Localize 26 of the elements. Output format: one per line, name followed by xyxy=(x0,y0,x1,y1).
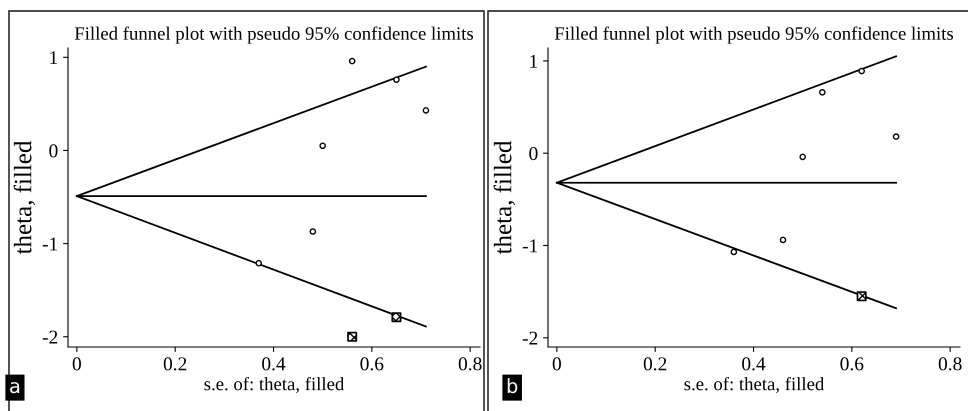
x-tick-label: 0.2 xyxy=(644,357,666,370)
text: a xyxy=(10,382,20,394)
y-tick-label: 1 xyxy=(530,54,538,68)
x-tick-label: 0.6 xyxy=(360,357,384,370)
chart-title: Filled funnel plot with pseudo 95% confidence limits xyxy=(554,26,954,44)
x-axis-title: s.e. of: theta, filled xyxy=(204,376,344,394)
text: b xyxy=(508,378,518,394)
x-axis-title: s.e. of: theta, filled xyxy=(684,376,824,394)
x-tick-label: 0.8 xyxy=(458,357,482,370)
y-tick-label: 1 xyxy=(50,51,58,64)
x-tick-label: 0.6 xyxy=(840,357,864,370)
chart-title: Filled funnel plot with pseudo 95% confidence limits xyxy=(74,26,474,44)
y-tick-label: -1 xyxy=(522,239,538,252)
x-tick-label: 0.2 xyxy=(164,357,186,370)
y-tick-label: -2 xyxy=(42,330,58,344)
x-tick-label: 0.8 xyxy=(938,357,962,370)
y-tick-label: 0 xyxy=(529,147,538,160)
y-axis-title: theta, filled xyxy=(14,140,36,254)
x-tick-label: 0.4 xyxy=(742,357,766,370)
x-tick-label: 0 xyxy=(552,357,561,370)
y-tick-label: -1 xyxy=(42,238,58,250)
y-tick-label: 0 xyxy=(49,144,58,158)
x-tick-label: 0.4 xyxy=(262,357,286,370)
x-tick-label: 0 xyxy=(72,357,81,370)
y-tick-label: -2 xyxy=(522,332,538,345)
y-axis-title: theta, filled xyxy=(494,140,516,254)
